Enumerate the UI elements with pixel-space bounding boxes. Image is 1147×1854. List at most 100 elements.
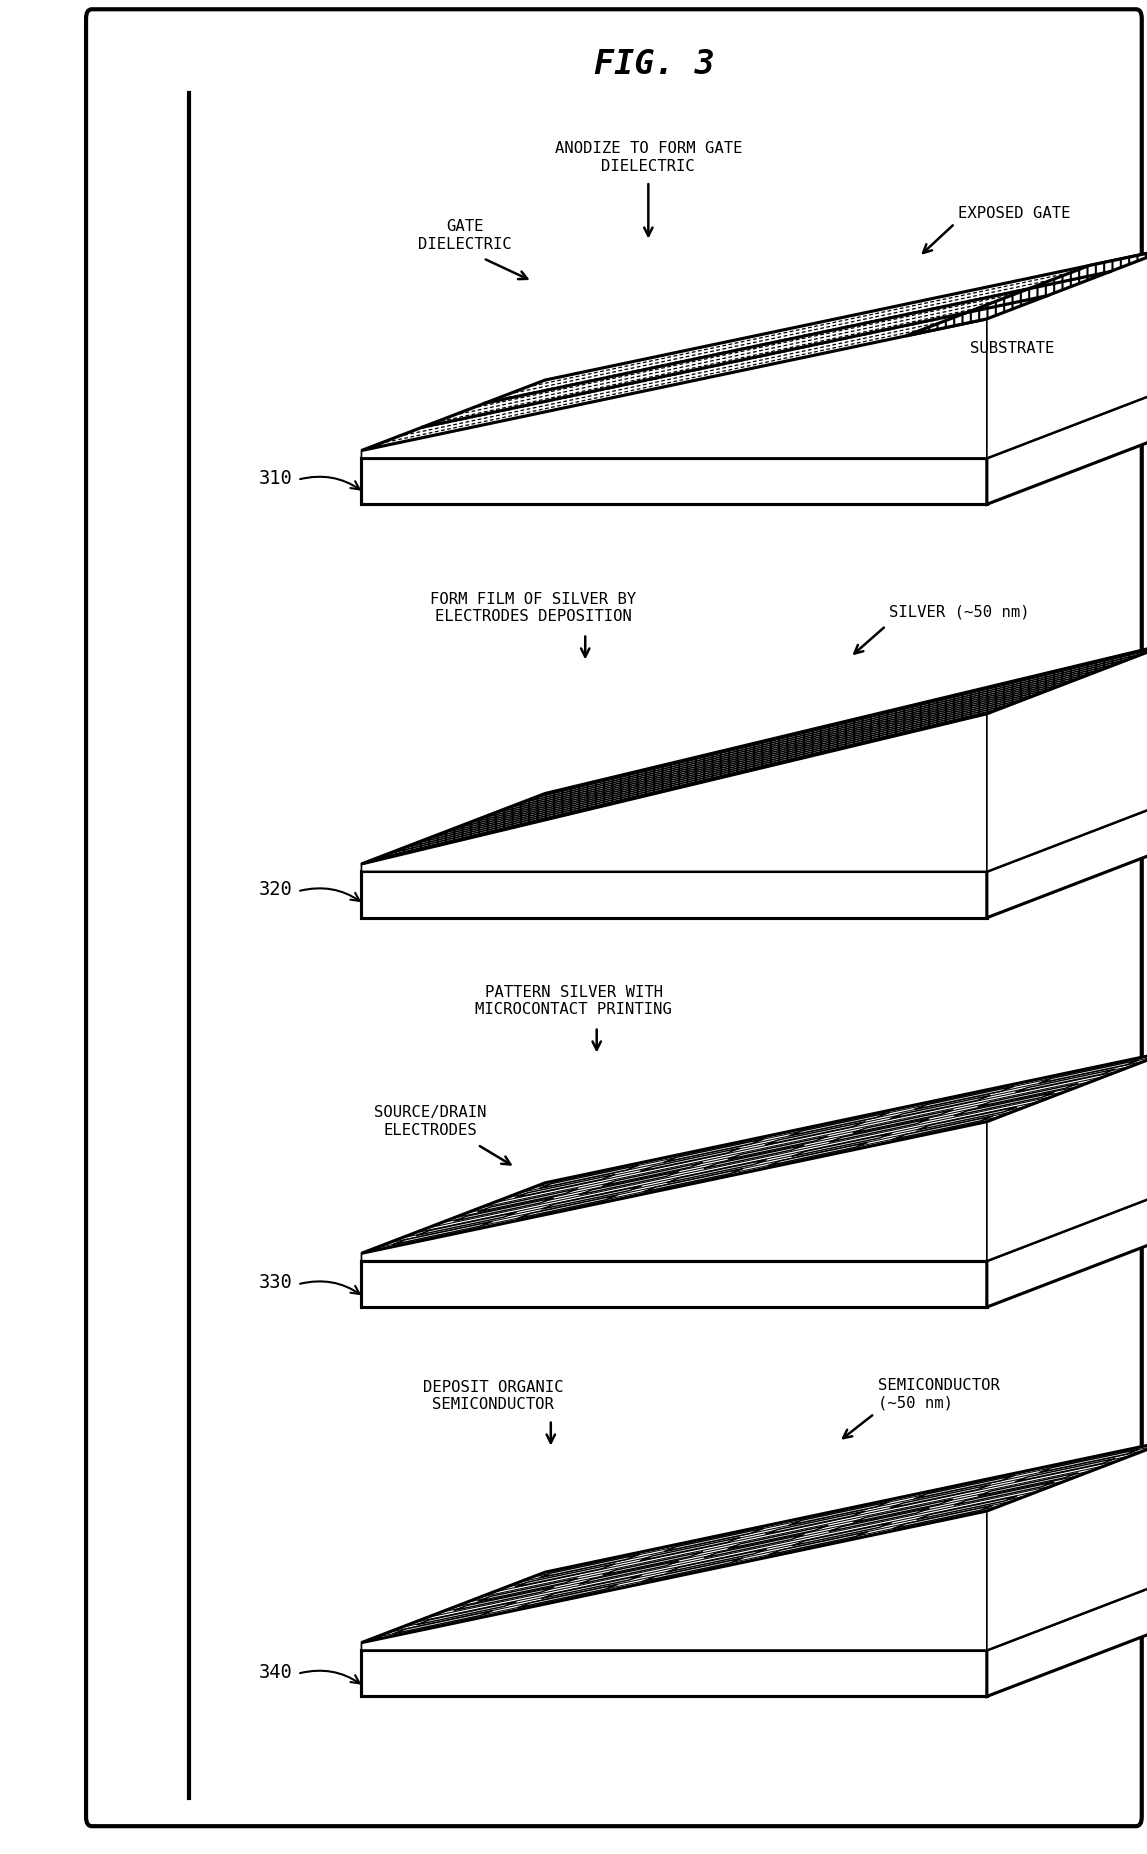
Polygon shape — [852, 1111, 953, 1133]
Polygon shape — [416, 1602, 516, 1624]
Polygon shape — [890, 1485, 990, 1507]
Text: ANODIZE TO FORM GATE
DIELECTRIC: ANODIZE TO FORM GATE DIELECTRIC — [554, 141, 742, 174]
Polygon shape — [986, 1051, 1147, 1261]
Polygon shape — [663, 1528, 764, 1552]
Polygon shape — [986, 1190, 1147, 1307]
Polygon shape — [663, 1138, 764, 1162]
Polygon shape — [767, 1142, 868, 1166]
Polygon shape — [361, 1122, 986, 1261]
Polygon shape — [905, 248, 1147, 336]
Polygon shape — [1038, 1450, 1139, 1472]
Polygon shape — [642, 1557, 743, 1581]
Text: SILVER (~50 nm): SILVER (~50 nm) — [889, 604, 1030, 619]
Polygon shape — [727, 1137, 828, 1159]
Polygon shape — [642, 1168, 743, 1192]
Text: 330: 330 — [259, 1274, 292, 1292]
Polygon shape — [916, 1496, 1016, 1520]
Polygon shape — [361, 1441, 1147, 1643]
Polygon shape — [392, 1222, 493, 1244]
Polygon shape — [392, 1611, 493, 1633]
Polygon shape — [361, 458, 986, 504]
Polygon shape — [361, 643, 1147, 864]
Polygon shape — [892, 1116, 993, 1140]
Polygon shape — [788, 1502, 889, 1526]
Polygon shape — [791, 1133, 891, 1157]
Polygon shape — [453, 1587, 554, 1611]
Polygon shape — [578, 1561, 679, 1583]
Text: EXPOSED GATE: EXPOSED GATE — [958, 206, 1070, 221]
Polygon shape — [765, 1511, 865, 1535]
Polygon shape — [767, 1531, 868, 1556]
Text: 340: 340 — [259, 1663, 292, 1682]
Polygon shape — [640, 1537, 740, 1561]
Polygon shape — [517, 1585, 618, 1607]
Polygon shape — [1015, 1459, 1115, 1481]
Polygon shape — [361, 1650, 986, 1696]
Polygon shape — [361, 248, 1147, 451]
Polygon shape — [986, 643, 1147, 871]
Polygon shape — [666, 1159, 766, 1183]
Polygon shape — [361, 1511, 986, 1650]
Polygon shape — [361, 1580, 1147, 1650]
Text: FORM FILM OF SILVER BY
ELECTRODES DEPOSITION: FORM FILM OF SILVER BY ELECTRODES DEPOSI… — [430, 591, 637, 625]
Polygon shape — [361, 1261, 986, 1307]
Polygon shape — [727, 1526, 828, 1548]
Polygon shape — [788, 1112, 889, 1137]
Polygon shape — [541, 1187, 641, 1209]
Text: GATE
DIELECTRIC: GATE DIELECTRIC — [418, 219, 512, 252]
Text: SUBSTRATE: SUBSTRATE — [969, 341, 1054, 356]
Polygon shape — [361, 714, 986, 871]
Polygon shape — [416, 1213, 516, 1235]
Polygon shape — [515, 1563, 615, 1587]
Polygon shape — [765, 1122, 865, 1146]
Polygon shape — [361, 1051, 1147, 1253]
Polygon shape — [453, 1198, 554, 1222]
Polygon shape — [828, 1507, 929, 1531]
Polygon shape — [1015, 1070, 1115, 1092]
Polygon shape — [986, 801, 1147, 918]
Polygon shape — [913, 1476, 1014, 1498]
FancyBboxPatch shape — [86, 9, 1141, 1826]
Text: PATTERN SILVER WITH
MICROCONTACT PRINTING: PATTERN SILVER WITH MICROCONTACT PRINTIN… — [475, 984, 672, 1018]
Polygon shape — [361, 801, 1147, 871]
Polygon shape — [916, 1107, 1016, 1131]
Polygon shape — [578, 1172, 679, 1194]
Text: SEMICONDUCTOR
(~50 nm): SEMICONDUCTOR (~50 nm) — [877, 1378, 999, 1411]
Polygon shape — [986, 387, 1147, 504]
Polygon shape — [828, 1118, 929, 1142]
Polygon shape — [852, 1500, 953, 1522]
Polygon shape — [890, 1096, 990, 1118]
Polygon shape — [953, 1481, 1054, 1505]
Polygon shape — [913, 1086, 1014, 1109]
Polygon shape — [703, 1535, 804, 1557]
Polygon shape — [361, 387, 1147, 458]
Polygon shape — [541, 1576, 641, 1598]
Polygon shape — [517, 1196, 618, 1218]
Text: SOURCE/DRAIN
ELECTRODES: SOURCE/DRAIN ELECTRODES — [374, 1105, 486, 1138]
Polygon shape — [986, 1580, 1147, 1696]
Polygon shape — [602, 1162, 703, 1187]
Polygon shape — [892, 1505, 993, 1530]
Polygon shape — [640, 1148, 740, 1172]
Text: FIG. 3: FIG. 3 — [593, 48, 715, 82]
Polygon shape — [477, 1188, 578, 1213]
Text: DEPOSIT ORGANIC
SEMICONDUCTOR: DEPOSIT ORGANIC SEMICONDUCTOR — [423, 1379, 563, 1413]
Polygon shape — [538, 1164, 639, 1188]
Polygon shape — [477, 1578, 578, 1602]
Polygon shape — [986, 248, 1147, 458]
Polygon shape — [361, 1190, 1147, 1261]
Polygon shape — [361, 319, 986, 458]
Polygon shape — [602, 1552, 703, 1576]
Polygon shape — [953, 1092, 1054, 1116]
Polygon shape — [361, 871, 986, 918]
Polygon shape — [666, 1548, 766, 1572]
Polygon shape — [986, 1441, 1147, 1650]
Polygon shape — [538, 1554, 639, 1578]
Text: 320: 320 — [259, 881, 292, 899]
Polygon shape — [515, 1174, 615, 1198]
Text: 310: 310 — [259, 469, 292, 488]
Polygon shape — [977, 1472, 1078, 1496]
Polygon shape — [977, 1083, 1078, 1107]
Polygon shape — [791, 1522, 891, 1546]
Polygon shape — [703, 1146, 804, 1168]
